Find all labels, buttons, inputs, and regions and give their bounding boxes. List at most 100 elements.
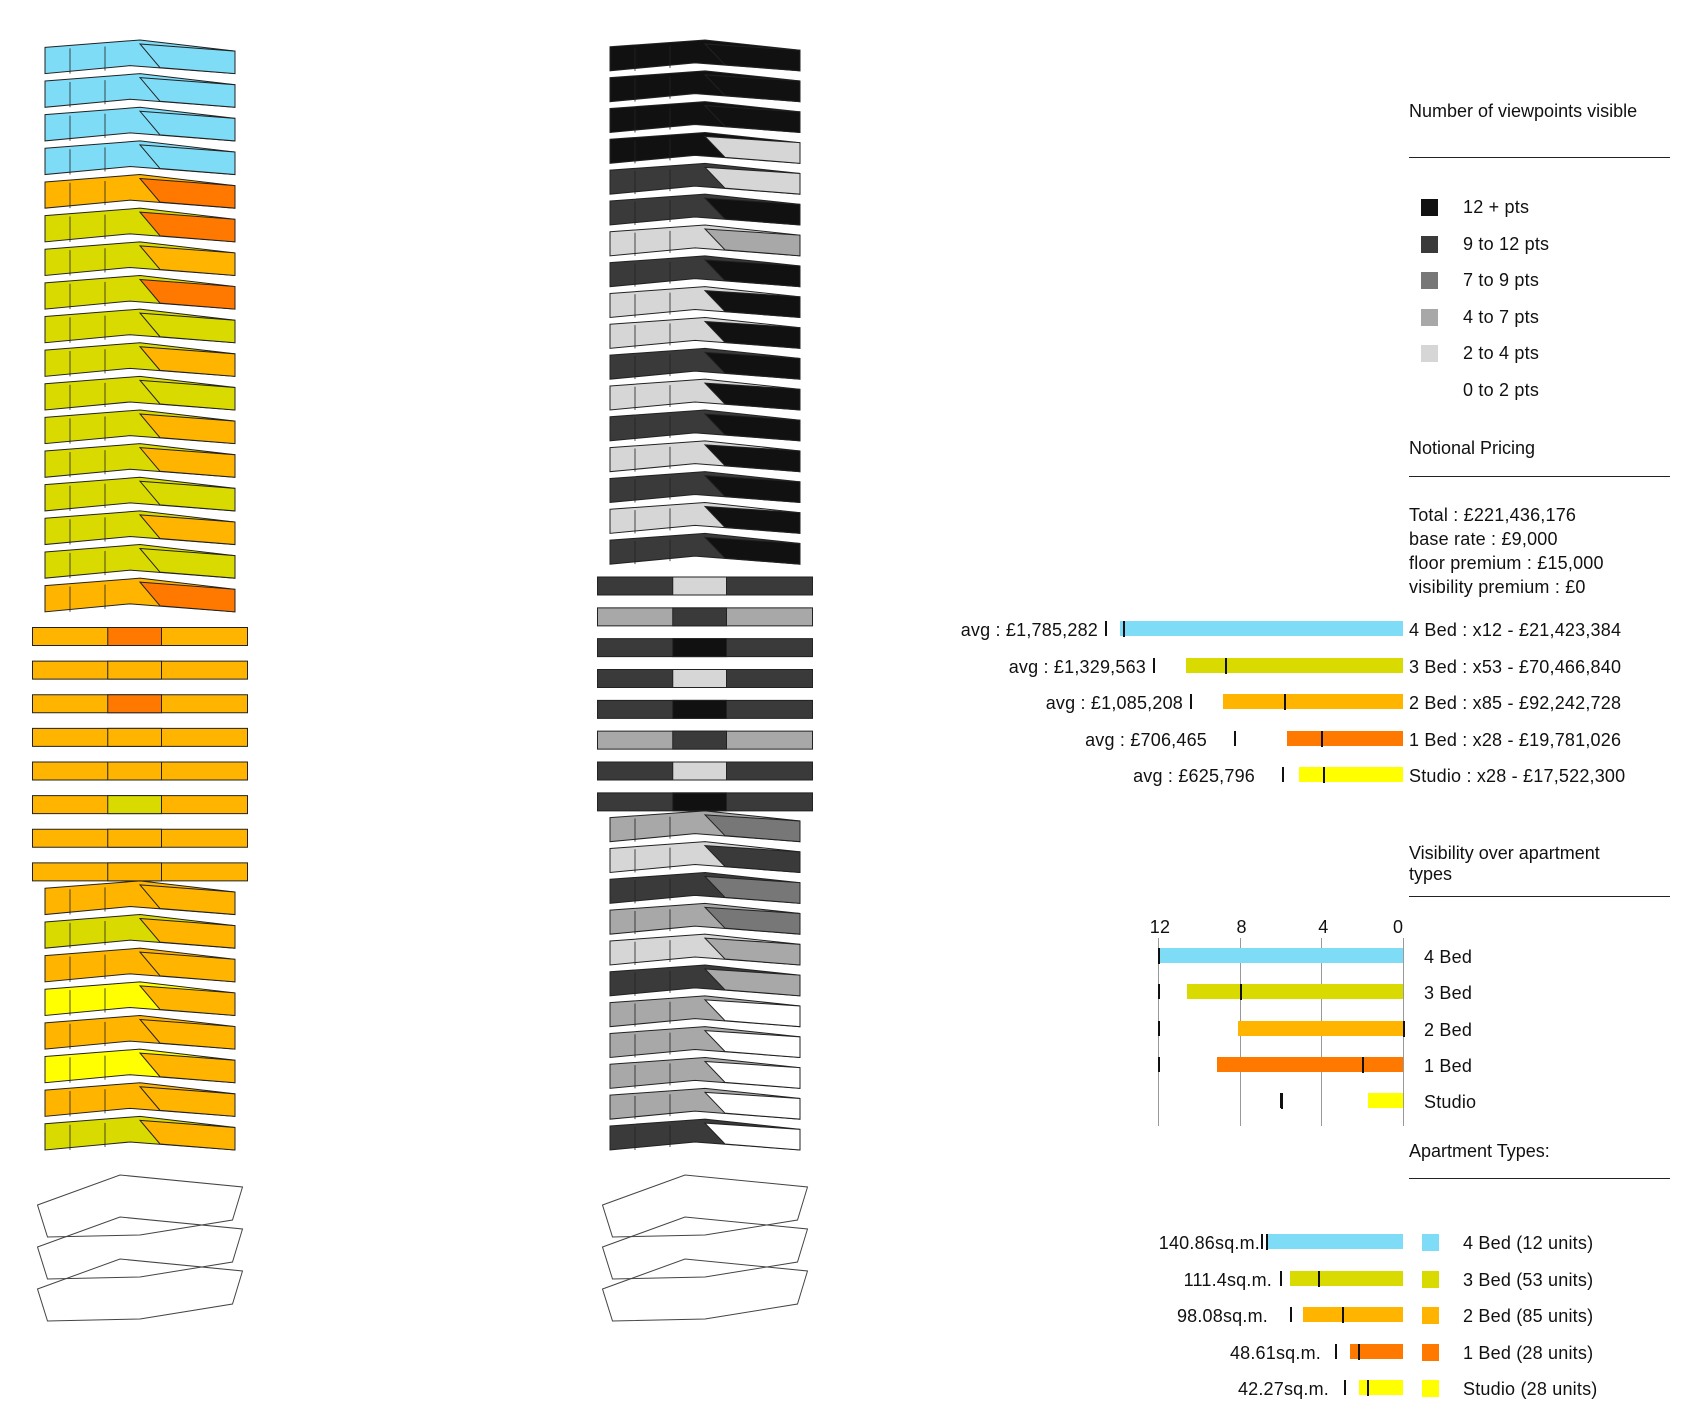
apartment-types-title: Apartment Types: xyxy=(1409,1141,1550,1161)
visibility-avg-tick xyxy=(1403,1020,1405,1037)
divider xyxy=(1409,896,1670,897)
outline-floor xyxy=(601,1216,809,1280)
apartment-area: 98.08sq.m. xyxy=(1176,1306,1268,1326)
floor-block-unit xyxy=(138,547,236,579)
apartment-label: 1 Bed (28 units) xyxy=(1463,1342,1594,1363)
floor-block-unit xyxy=(138,447,236,478)
legend-label: 4 to 7 pts xyxy=(1463,306,1540,327)
floor-block-unit xyxy=(703,845,801,874)
apartment-area-tick xyxy=(1358,1343,1360,1360)
floor-block-unit xyxy=(703,166,801,195)
pricing-base-rate: base rate : £9,000 xyxy=(1409,529,1558,549)
floor-block-unit xyxy=(703,505,801,534)
floor-block-unit xyxy=(138,144,236,176)
floor-block-unit xyxy=(138,77,236,108)
category-label: 4 Bed xyxy=(1424,947,1473,967)
floor-block-unit xyxy=(703,259,801,288)
floor-slab-unit xyxy=(672,792,727,812)
legend-swatch xyxy=(1421,272,1438,289)
floor-block-unit xyxy=(703,228,801,257)
pricing-visibility-premium: visibility premium : £0 xyxy=(1409,577,1586,597)
price-avg-tick xyxy=(1123,621,1125,637)
legend-swatch xyxy=(1421,235,1438,253)
price-bar xyxy=(1299,767,1403,782)
outline-floor xyxy=(601,1258,809,1322)
pricing-title: Notional Pricing xyxy=(1409,438,1536,458)
axis-tick-label: 12 xyxy=(1149,917,1171,937)
floor-slab-unit xyxy=(672,607,727,627)
visibility-bar xyxy=(1186,984,1403,1000)
price-summary: Studio : x28 - £17,522,300 xyxy=(1409,766,1626,786)
legend-label: 2 to 4 pts xyxy=(1463,343,1540,363)
floor-block-unit xyxy=(138,43,236,75)
floor-block-unit xyxy=(703,1030,801,1059)
floor-block-unit xyxy=(138,1018,236,1050)
separator-tick xyxy=(1282,767,1284,782)
apartment-area: 42.27sq.m. xyxy=(1237,1379,1329,1399)
floor-slab-unit xyxy=(107,727,162,747)
visibility-chart-title: Visibility over apartment types xyxy=(1409,843,1600,884)
floor-slab-unit xyxy=(672,576,727,596)
divider xyxy=(1409,1178,1670,1179)
price-summary: 2 Bed : x85 - £92,242,728 xyxy=(1409,693,1622,713)
visibility-min-tick xyxy=(1158,984,1160,1000)
price-avg-label: avg : £706,465 xyxy=(1085,729,1207,750)
visibility-min-tick xyxy=(1158,1020,1160,1036)
floor-block-unit xyxy=(703,444,801,473)
visibility-avg-tick xyxy=(1239,984,1242,1001)
apartment-area-bar xyxy=(1359,1380,1403,1395)
apartment-label: 2 Bed (85 units) xyxy=(1463,1306,1594,1326)
legend-swatch xyxy=(1421,345,1438,362)
legend-label: 12 + pts xyxy=(1463,197,1530,217)
floor-block-unit xyxy=(138,413,236,445)
apartment-label: 4 Bed (12 units) xyxy=(1463,1233,1594,1253)
visibility-avg-tick xyxy=(1362,1056,1365,1073)
floor-slab-unit xyxy=(672,761,727,781)
floor-slab-unit xyxy=(107,761,162,781)
pricing-total: Total : £221,436,176 xyxy=(1409,505,1577,525)
separator-tick xyxy=(1290,1307,1292,1322)
category-label: Studio xyxy=(1424,1092,1477,1113)
floor-block-unit xyxy=(703,1122,801,1151)
separator-tick xyxy=(1344,1380,1346,1395)
price-avg-tick xyxy=(1225,657,1227,674)
legend-swatch xyxy=(1421,308,1438,326)
price-summary: 1 Bed : x28 - £19,781,026 xyxy=(1409,729,1622,750)
floor-slab-unit xyxy=(107,694,162,714)
apartment-swatch xyxy=(1422,1343,1439,1361)
apartment-area-bar xyxy=(1303,1307,1403,1322)
price-avg-tick xyxy=(1323,767,1325,783)
price-avg-label: avg : £1,785,282 xyxy=(960,620,1098,640)
price-summary: 3 Bed : x53 - £70,466,840 xyxy=(1409,656,1622,677)
floor-block-unit xyxy=(138,985,236,1016)
floor-block-unit xyxy=(138,278,236,310)
floor-block-unit xyxy=(703,290,801,319)
floor-block-unit xyxy=(703,937,801,966)
visibility-bar xyxy=(1217,1056,1403,1072)
price-bar xyxy=(1120,621,1403,636)
floor-block-unit xyxy=(138,1086,236,1117)
apartment-area: 140.86sq.m. xyxy=(1158,1233,1260,1253)
floor-slab-unit xyxy=(107,828,162,848)
floor-slab-unit xyxy=(107,626,162,646)
visibility-tower xyxy=(597,39,813,1322)
floor-block-unit xyxy=(138,884,236,916)
floor-block-unit xyxy=(703,1091,801,1120)
price-avg-tick xyxy=(1284,694,1286,710)
legend-label: 7 to 9 pts xyxy=(1463,270,1540,290)
floor-block-unit xyxy=(138,917,236,949)
floor-block-unit xyxy=(703,382,801,411)
floor-block-unit xyxy=(138,480,236,512)
apartment-swatch xyxy=(1422,1307,1439,1324)
separator-tick xyxy=(1153,657,1155,673)
floor-block-unit xyxy=(703,74,801,103)
floor-block-unit xyxy=(138,110,236,142)
floor-block-unit xyxy=(138,245,236,276)
price-bar xyxy=(1223,694,1403,709)
floor-block-unit xyxy=(703,197,801,226)
price-summary: 4 Bed : x12 - £21,423,384 xyxy=(1409,620,1622,640)
outline-floor xyxy=(36,1174,244,1238)
floor-slab-unit xyxy=(107,795,162,815)
legend-swatch xyxy=(1421,381,1438,399)
visibility-min-tick xyxy=(1158,948,1160,963)
